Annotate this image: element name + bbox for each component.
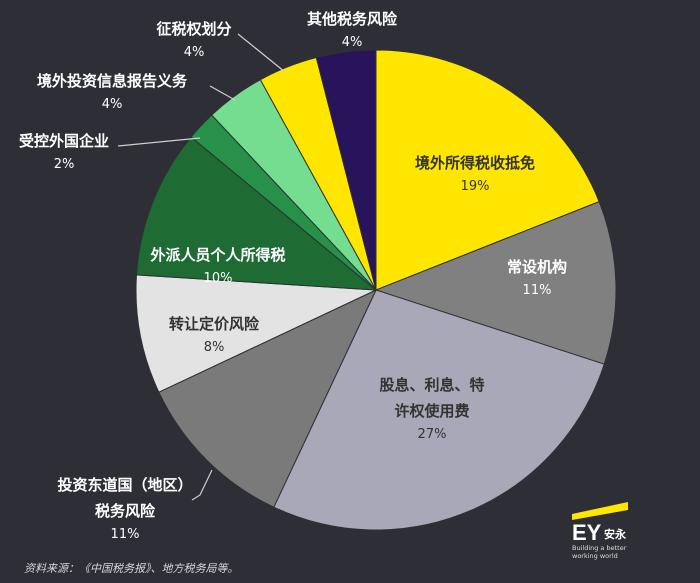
slice-label: 税务风险	[95, 502, 156, 520]
slice-value-label: 11%	[523, 283, 552, 298]
slice-label: 常设机构	[507, 258, 567, 276]
slice-value-label: 4%	[102, 97, 123, 112]
pie-slice	[374, 201, 617, 365]
pie-slice	[315, 49, 377, 291]
leader-line	[209, 85, 236, 101]
slice-label: 投资东道国（地区）	[57, 476, 192, 494]
slice-label: 受控外国企业	[19, 132, 109, 150]
slice-label: 股息、利息、特	[379, 376, 484, 394]
slice-label: 其他税务风险	[307, 10, 398, 28]
slice-label: 许权使用费	[394, 402, 469, 420]
slice-label: 征税权划分	[156, 20, 231, 38]
ey-logo-tagline-2: working world	[572, 552, 618, 560]
pie-slice	[158, 288, 378, 508]
slice-value-label: 2%	[54, 157, 75, 172]
slice-value-label: 4%	[342, 35, 363, 50]
slice-label: 外派人员个人所得税	[149, 246, 285, 264]
slice-value-label: 19%	[461, 179, 490, 194]
slice-label: 境外所得税收抵免	[415, 154, 535, 172]
ey-logo-tagline-1: Building a better	[572, 544, 627, 552]
slice-value-label: 4%	[184, 45, 205, 60]
pie-slice	[375, 49, 600, 291]
slice-value-label: 10%	[204, 271, 233, 286]
pie-slice	[135, 274, 377, 393]
slice-label: 境外投资信息报告义务	[37, 72, 188, 90]
ey-logo-cn: 安永	[604, 527, 627, 541]
leader-line	[237, 33, 286, 73]
leader-line	[191, 469, 213, 501]
pie-slice	[135, 136, 378, 291]
ey-logo-mark: EY	[572, 520, 602, 545]
slice-value-label: 27%	[418, 427, 447, 442]
slice-label: 转让定价风险	[169, 315, 260, 333]
slice-value-label: 8%	[204, 340, 225, 355]
ey-logo-accent-bar	[572, 502, 628, 520]
source-note: 资料来源：《中国税务报》、地方税务局等。	[24, 562, 239, 575]
pie-slice	[273, 289, 605, 531]
ey-logo: EY 安永 Building a better working world	[572, 502, 628, 560]
slice-value-label: 11%	[111, 527, 140, 542]
leader-line	[117, 137, 201, 147]
